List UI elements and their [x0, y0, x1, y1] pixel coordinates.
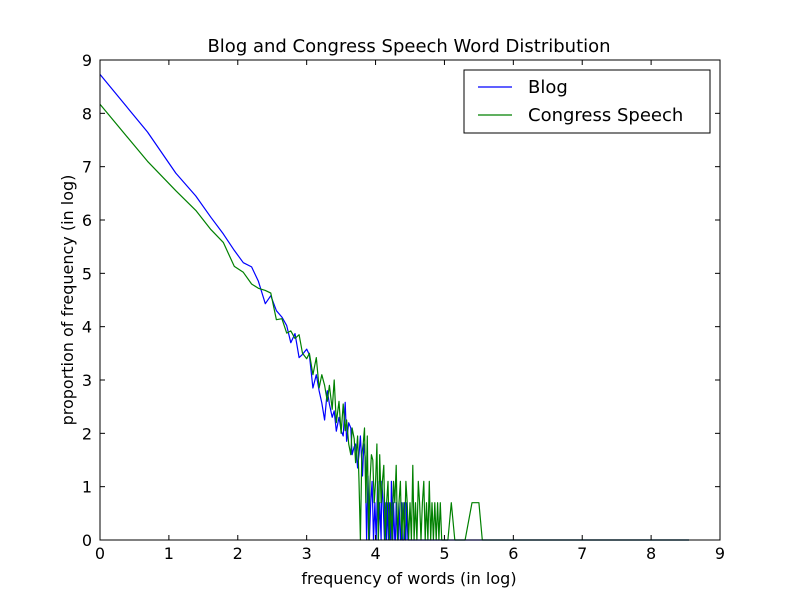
x-tick-label: 2: [233, 544, 243, 563]
x-tick-label: 4: [370, 544, 380, 563]
x-tick-label: 6: [508, 544, 518, 563]
plot-frame: [99, 59, 721, 541]
y-tick-label: 9: [82, 51, 92, 70]
y-tick-label: 1: [82, 478, 92, 497]
y-axis: 0 1 2 3 4 5 6 7 8 9: [82, 51, 720, 550]
x-tick-label: 8: [646, 544, 656, 563]
legend-label-blog: Blog: [528, 77, 568, 98]
series-line-congress-speech: [99, 103, 689, 541]
y-axis-label: proportion of frequency (in log): [58, 175, 77, 426]
y-tick-label: 4: [82, 318, 92, 337]
y-tick-label: 6: [82, 211, 92, 230]
legend-box: [463, 69, 711, 134]
x-axis: 0 1 2 3 4 5 6 7 8 9: [95, 60, 725, 563]
y-tick-label: 2: [82, 424, 92, 443]
x-tick-label: 7: [577, 544, 587, 563]
y-tick-label: 5: [82, 264, 92, 283]
y-tick-label: 0: [82, 531, 92, 550]
x-tick-label: 5: [439, 544, 449, 563]
x-tick-label: 3: [302, 544, 312, 563]
x-tick-label: 1: [164, 544, 174, 563]
x-tick-label: 9: [715, 544, 725, 563]
y-tick-label: 7: [82, 158, 92, 177]
y-tick-label: 3: [82, 371, 92, 390]
x-axis-label: frequency of words (in log): [301, 569, 516, 588]
y-tick-label: 8: [82, 104, 92, 123]
chart-title: Blog and Congress Speech Word Distributi…: [207, 36, 610, 57]
legend: Blog Congress Speech: [463, 69, 711, 134]
legend-label-congress-speech: Congress Speech: [528, 105, 683, 126]
x-tick-label: 0: [95, 544, 105, 563]
